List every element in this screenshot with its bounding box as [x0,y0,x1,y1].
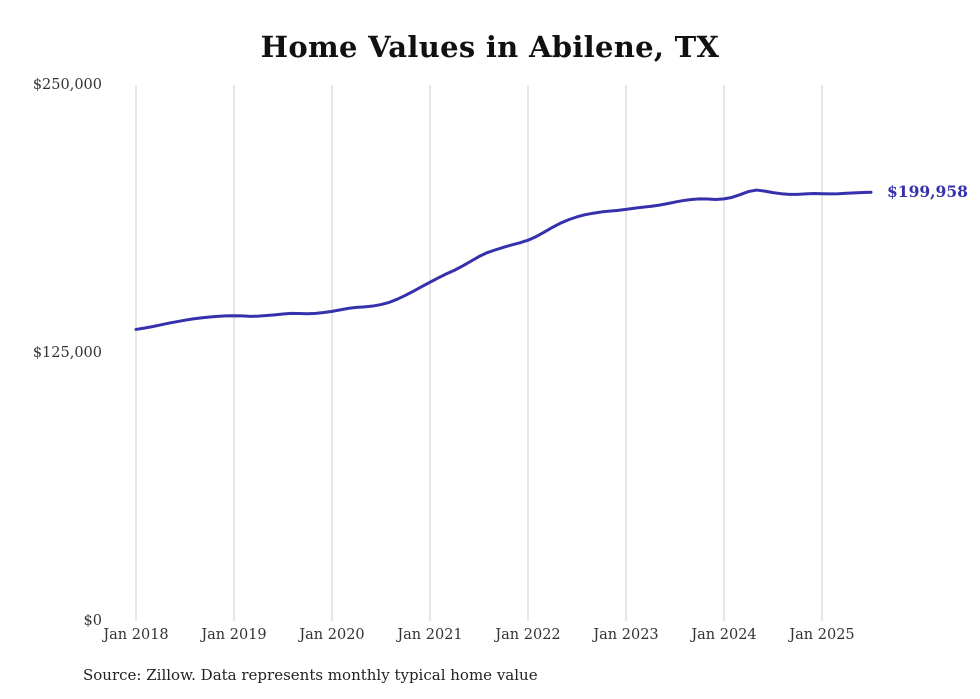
y-tick-label: $250,000 [32,77,102,93]
x-tick-label: Jan 2018 [103,627,169,643]
x-tick-label: Jan 2025 [789,627,855,643]
gridlines [135,85,823,621]
latest-value-label: $199,958 [887,182,968,202]
x-tick-label: Jan 2021 [397,627,463,643]
chart-title: Home Values in Abilene, TX [260,30,720,64]
y-tick-label: $0 [83,613,102,629]
home-value-line [134,188,873,331]
source-note: Source: Zillow. Data represents monthly … [83,666,538,684]
x-tick-label: Jan 2024 [691,627,757,643]
y-tick-label: $125,000 [32,345,102,361]
x-tick-label: Jan 2019 [201,627,267,643]
x-tick-label: Jan 2020 [299,627,365,643]
x-tick-label: Jan 2023 [593,627,659,643]
x-tick-label: Jan 2022 [495,627,561,643]
